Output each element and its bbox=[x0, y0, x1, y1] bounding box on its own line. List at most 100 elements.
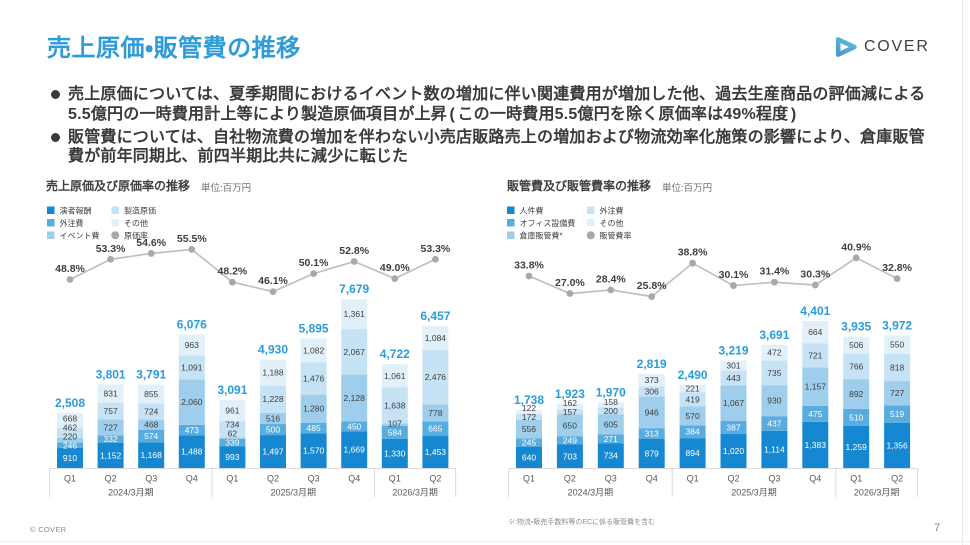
svg-text:4,722: 4,722 bbox=[380, 347, 410, 361]
svg-text:Q1: Q1 bbox=[687, 474, 699, 484]
svg-text:734: 734 bbox=[604, 451, 618, 461]
svg-text:734: 734 bbox=[225, 419, 239, 429]
svg-text:Q2: Q2 bbox=[429, 474, 441, 484]
svg-text:その他: その他 bbox=[600, 218, 624, 228]
svg-text:52.8%: 52.8% bbox=[339, 245, 369, 257]
svg-text:30.3%: 30.3% bbox=[800, 269, 830, 281]
svg-text:1,570: 1,570 bbox=[303, 446, 325, 456]
svg-text:570: 570 bbox=[686, 411, 700, 421]
svg-text:1,361: 1,361 bbox=[344, 309, 366, 319]
svg-text:1,067: 1,067 bbox=[723, 398, 745, 408]
svg-text:1,168: 1,168 bbox=[141, 450, 163, 460]
svg-text:721: 721 bbox=[808, 350, 822, 360]
svg-text:48.2%: 48.2% bbox=[218, 266, 248, 278]
svg-text:249: 249 bbox=[563, 435, 577, 445]
svg-text:1,061: 1,061 bbox=[384, 371, 406, 381]
svg-text:1,476: 1,476 bbox=[303, 373, 325, 383]
svg-text:650: 650 bbox=[563, 420, 577, 430]
svg-text:993: 993 bbox=[225, 452, 239, 462]
svg-text:1,188: 1,188 bbox=[262, 368, 284, 378]
svg-text:246: 246 bbox=[63, 440, 77, 450]
svg-text:7,679: 7,679 bbox=[339, 282, 369, 296]
svg-text:605: 605 bbox=[604, 419, 618, 429]
svg-text:原価率: 原価率 bbox=[124, 231, 148, 241]
svg-text:450: 450 bbox=[347, 421, 361, 431]
svg-text:1,638: 1,638 bbox=[384, 401, 406, 411]
svg-text:48.8%: 48.8% bbox=[55, 263, 85, 275]
svg-text:1,091: 1,091 bbox=[181, 363, 203, 373]
svg-text:910: 910 bbox=[63, 453, 77, 463]
svg-text:31.4%: 31.4% bbox=[760, 266, 790, 278]
svg-text:1,259: 1,259 bbox=[846, 442, 868, 452]
svg-text:28.4%: 28.4% bbox=[596, 273, 626, 285]
svg-text:703: 703 bbox=[563, 451, 577, 461]
svg-text:Q2: Q2 bbox=[105, 474, 117, 484]
svg-text:25.8%: 25.8% bbox=[637, 280, 667, 292]
svg-text:3,972: 3,972 bbox=[882, 318, 912, 332]
svg-text:475: 475 bbox=[808, 409, 822, 419]
svg-text:倉庫販管費*: 倉庫販管費* bbox=[520, 231, 563, 241]
svg-text:1,157: 1,157 bbox=[805, 382, 827, 392]
svg-text:Q4: Q4 bbox=[646, 474, 658, 484]
svg-text:38.8%: 38.8% bbox=[678, 247, 708, 259]
svg-text:727: 727 bbox=[104, 422, 118, 432]
svg-text:894: 894 bbox=[686, 448, 700, 458]
svg-text:30.1%: 30.1% bbox=[719, 269, 749, 281]
svg-text:1,084: 1,084 bbox=[425, 333, 447, 343]
svg-text:2,476: 2,476 bbox=[425, 372, 447, 382]
svg-text:1,488: 1,488 bbox=[181, 447, 203, 457]
svg-text:162: 162 bbox=[563, 398, 577, 408]
svg-text:5,895: 5,895 bbox=[299, 321, 329, 335]
svg-text:2026/3月期: 2026/3月期 bbox=[854, 488, 900, 498]
svg-text:Q2: Q2 bbox=[564, 474, 576, 484]
svg-text:301: 301 bbox=[726, 361, 740, 371]
svg-text:221: 221 bbox=[686, 384, 700, 394]
svg-text:Q4: Q4 bbox=[186, 474, 198, 484]
svg-text:778: 778 bbox=[428, 408, 442, 418]
svg-text:3,935: 3,935 bbox=[841, 320, 871, 334]
svg-text:519: 519 bbox=[890, 409, 904, 419]
svg-text:2024/3月期: 2024/3月期 bbox=[568, 488, 614, 498]
svg-text:172: 172 bbox=[522, 412, 536, 422]
svg-text:33.8%: 33.8% bbox=[514, 260, 544, 272]
svg-text:Q1: Q1 bbox=[226, 474, 238, 484]
svg-text:1,356: 1,356 bbox=[886, 440, 908, 450]
svg-text:485: 485 bbox=[307, 423, 321, 433]
svg-text:724: 724 bbox=[144, 406, 158, 416]
svg-text:384: 384 bbox=[686, 427, 700, 437]
svg-text:販管費率: 販管費率 bbox=[600, 231, 632, 241]
svg-text:510: 510 bbox=[849, 412, 863, 422]
svg-text:1,970: 1,970 bbox=[596, 385, 626, 399]
svg-text:Q4: Q4 bbox=[809, 474, 821, 484]
svg-text:158: 158 bbox=[604, 397, 618, 407]
svg-text:306: 306 bbox=[645, 386, 659, 396]
svg-text:イベント費: イベント費 bbox=[60, 231, 100, 241]
svg-text:879: 879 bbox=[645, 448, 659, 458]
svg-text:1,738: 1,738 bbox=[514, 393, 544, 407]
svg-text:3,219: 3,219 bbox=[718, 344, 748, 358]
svg-text:Q2: Q2 bbox=[267, 474, 279, 484]
svg-text:727: 727 bbox=[890, 388, 904, 398]
svg-text:53.3%: 53.3% bbox=[421, 243, 451, 255]
svg-text:Q1: Q1 bbox=[64, 474, 76, 484]
svg-text:757: 757 bbox=[104, 406, 118, 416]
svg-text:961: 961 bbox=[225, 406, 239, 416]
svg-text:2,060: 2,060 bbox=[181, 397, 203, 407]
svg-text:Q4: Q4 bbox=[348, 474, 360, 484]
svg-text:473: 473 bbox=[185, 425, 199, 435]
svg-text:516: 516 bbox=[266, 413, 280, 423]
svg-text:373: 373 bbox=[645, 375, 659, 385]
svg-text:1,114: 1,114 bbox=[764, 444, 785, 454]
svg-text:437: 437 bbox=[767, 418, 781, 428]
svg-text:3,091: 3,091 bbox=[217, 383, 247, 397]
svg-text:3,801: 3,801 bbox=[96, 367, 126, 381]
svg-text:1,228: 1,228 bbox=[262, 394, 284, 404]
svg-text:1,497: 1,497 bbox=[262, 447, 284, 457]
svg-text:その他: その他 bbox=[124, 218, 148, 228]
svg-text:387: 387 bbox=[726, 422, 740, 432]
svg-text:313: 313 bbox=[645, 428, 659, 438]
svg-text:Q2: Q2 bbox=[727, 474, 739, 484]
svg-text:1,020: 1,020 bbox=[723, 446, 745, 456]
svg-text:Q2: Q2 bbox=[891, 474, 903, 484]
svg-text:946: 946 bbox=[645, 407, 659, 417]
